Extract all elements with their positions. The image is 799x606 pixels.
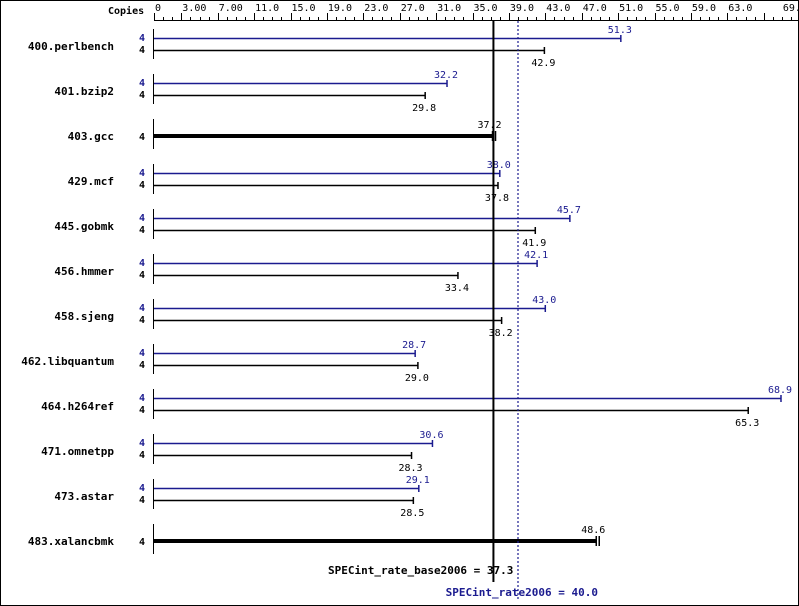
base-value-label: 38.2 [489,328,513,339]
peak-copies: 4 [139,393,145,404]
base-copies: 4 [139,225,145,236]
benchmark-label: 400.perlbench [28,40,114,53]
peak-value-label: 68.9 [768,385,792,396]
peak-copies: 4 [139,348,145,359]
peak-copies: 4 [139,33,145,44]
peak-value-label: 51.3 [608,25,632,36]
peak-copies: 4 [139,438,145,449]
tick-label: 63.0 [728,3,752,14]
tick-label: 11.0 [255,3,279,14]
base-value-label: 42.9 [531,58,555,69]
benchmark-label: 456.hmmer [54,265,114,278]
peak-value-label: 45.7 [557,205,581,216]
benchmark-label: 473.astar [54,490,114,503]
base-value-label: 28.5 [400,508,424,519]
tick-label: 7.00 [219,3,243,14]
benchmark-label: 471.omnetpp [41,445,114,458]
peak-copies: 4 [139,483,145,494]
benchmark-label: 401.bzip2 [54,85,114,98]
base-value-label: 28.3 [398,463,422,474]
benchmark-label: 429.mcf [68,175,114,188]
base-copies: 4 [139,450,145,461]
base-copies: 4 [139,132,145,143]
base-copies: 4 [139,270,145,281]
base-copies: 4 [139,495,145,506]
tick-label: 39.0 [510,3,534,14]
tick-label: 0 [155,3,161,14]
tick-label: 69.0 [783,3,799,14]
benchmark-label: 483.xalancbmk [28,535,114,548]
peak-summary-label: SPECint_rate2006 = 40.0 [446,586,598,599]
benchmark-label: 403.gcc [68,130,114,143]
tick-label: 51.0 [619,3,643,14]
peak-value-label: 30.6 [419,430,443,441]
base-copies: 4 [139,315,145,326]
peak-copies: 4 [139,78,145,89]
benchmark-label: 464.h264ref [41,400,114,413]
base-value-label: 29.0 [405,373,429,384]
base-summary-label: SPECint_rate_base2006 = 37.3 [328,564,513,577]
peak-value-label: 42.1 [524,250,548,261]
peak-value-label: 43.0 [532,295,556,306]
base-copies: 4 [139,90,145,101]
base-copies: 4 [139,45,145,56]
tick-label: 27.0 [401,3,425,14]
base-value-label: 41.9 [522,238,546,249]
tick-label: 59.0 [692,3,716,14]
tick-label: 35.0 [474,3,498,14]
tick-label: 3.00 [182,3,206,14]
peak-value-label: 29.1 [406,475,430,486]
tick-label: 31.0 [437,3,461,14]
base-copies: 4 [139,405,145,416]
peak-value-label: 28.7 [402,340,426,351]
base-copies: 4 [139,537,145,548]
tick-label: 55.0 [656,3,680,14]
peak-copies: 4 [139,258,145,269]
base-value-label: 29.8 [412,103,436,114]
benchmark-label: 462.libquantum [21,355,114,368]
peak-copies: 4 [139,303,145,314]
tick-label: 15.0 [292,3,316,14]
base-copies: 4 [139,180,145,191]
peak-value-label: 32.2 [434,70,458,81]
tick-label: 23.0 [364,3,388,14]
benchmark-label: 458.sjeng [54,310,114,323]
tick-label: 43.0 [546,3,570,14]
base-copies: 4 [139,360,145,371]
tick-label: 19.0 [328,3,352,14]
tick-label: 47.0 [583,3,607,14]
peak-copies: 4 [139,213,145,224]
peak-copies: 4 [139,168,145,179]
base-value-label: 48.6 [581,525,605,536]
base-value-label: 37.8 [485,193,509,204]
base-value-label: 65.3 [735,418,759,429]
base-value-label: 37.2 [477,120,501,131]
base-value-label: 33.4 [445,283,469,294]
peak-value-label: 38.0 [487,160,511,171]
axis-title: Copies [108,5,144,17]
benchmark-label: 445.gobmk [54,220,114,233]
